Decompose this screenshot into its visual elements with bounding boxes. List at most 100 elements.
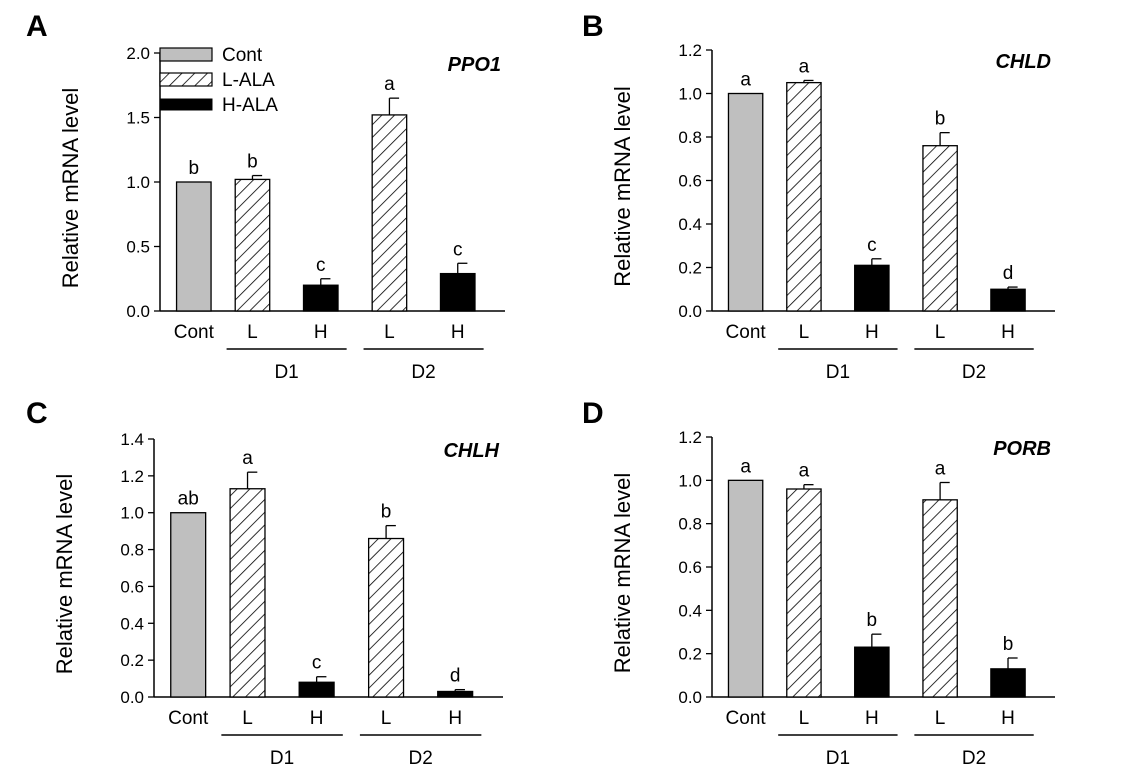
chart-title: CHLD bbox=[995, 51, 1051, 73]
group-label: D2 bbox=[408, 748, 432, 769]
legend-label: L-ALA bbox=[222, 70, 275, 91]
bar bbox=[786, 81, 822, 312]
legend: Cont L-ALA H-ALA bbox=[159, 45, 278, 116]
significance-letter: b bbox=[381, 502, 392, 523]
panel-letter: C bbox=[26, 397, 48, 430]
bar bbox=[371, 114, 408, 312]
x-tick-label: H bbox=[865, 322, 879, 343]
x-tick-label: L bbox=[247, 322, 258, 343]
x-tick-label: H bbox=[1001, 708, 1015, 729]
x-tick-label: L bbox=[935, 708, 946, 729]
y-tick-label: 1.0 bbox=[126, 173, 150, 192]
bar bbox=[298, 681, 335, 698]
chart-panel-d: D 0.0 0.2 0.4 0.6 0.8 1.0 1.2 Relative mRNA leve… bbox=[582, 397, 1055, 769]
x-tick-label: H bbox=[448, 708, 462, 729]
y-tick-label: 0.8 bbox=[678, 128, 702, 147]
bar bbox=[990, 668, 1026, 698]
y-axis-label: Relative mRNA level bbox=[610, 473, 635, 674]
x-tick-label: L bbox=[935, 322, 946, 343]
bar bbox=[922, 145, 958, 312]
y-tick-label: 1.4 bbox=[120, 430, 144, 449]
significance-letter: b bbox=[247, 152, 258, 173]
bar bbox=[786, 488, 822, 698]
group-label: D1 bbox=[270, 748, 294, 769]
x-tick-label: L bbox=[799, 708, 810, 729]
panel-letter: A bbox=[26, 10, 48, 43]
bar bbox=[175, 181, 212, 312]
significance-letter: ab bbox=[178, 489, 199, 510]
bar bbox=[727, 479, 764, 698]
significance-letter: d bbox=[1003, 263, 1014, 284]
x-tick-label: Cont bbox=[174, 322, 215, 343]
significance-letter: a bbox=[740, 70, 751, 91]
significance-letter: b bbox=[189, 158, 200, 179]
significance-letter: b bbox=[867, 610, 878, 631]
y-tick-label: 1.0 bbox=[678, 471, 702, 490]
y-tick-label: 0.6 bbox=[120, 577, 144, 596]
significance-letter: a bbox=[740, 456, 751, 477]
group-label: D2 bbox=[411, 362, 435, 383]
significance-letter: c bbox=[312, 653, 322, 674]
x-tick-label: L bbox=[242, 708, 253, 729]
bar bbox=[922, 499, 958, 698]
significance-letter: a bbox=[799, 56, 810, 77]
y-tick-label: 0.4 bbox=[678, 601, 702, 620]
x-tick-label: Cont bbox=[726, 322, 767, 343]
y-tick-label: 1.2 bbox=[678, 41, 702, 60]
group-label: D1 bbox=[826, 748, 850, 769]
significance-letter: b bbox=[935, 109, 946, 130]
y-tick-label: 1.0 bbox=[678, 85, 702, 104]
y-tick-label: 1.2 bbox=[678, 428, 702, 447]
bar bbox=[367, 537, 405, 698]
y-tick-label: 2.0 bbox=[126, 44, 150, 63]
y-tick-label: 0.2 bbox=[120, 651, 144, 670]
significance-letter: a bbox=[384, 74, 395, 95]
chart-title: PPO1 bbox=[448, 54, 501, 76]
bar bbox=[439, 272, 476, 312]
x-tick-label: H bbox=[314, 322, 328, 343]
significance-letter: a bbox=[242, 448, 253, 469]
chart-panel-b: B 0.0 0.2 0.4 0.6 0.8 1.0 1.2 Relative mRNA leve… bbox=[582, 10, 1055, 383]
x-tick-label: L bbox=[384, 322, 395, 343]
x-tick-label: L bbox=[381, 708, 392, 729]
legend-label: Cont bbox=[222, 45, 263, 66]
y-tick-label: 0.6 bbox=[678, 558, 702, 577]
bar bbox=[302, 284, 339, 312]
group-label: D2 bbox=[962, 748, 986, 769]
panel-letter: D bbox=[582, 397, 604, 430]
group-label: D2 bbox=[962, 362, 986, 383]
bar bbox=[854, 264, 890, 312]
y-tick-label: 0.5 bbox=[126, 238, 150, 257]
x-tick-label: H bbox=[865, 708, 879, 729]
bar bbox=[727, 92, 764, 312]
y-tick-label: 0.4 bbox=[678, 215, 702, 234]
significance-letter: a bbox=[935, 459, 946, 480]
x-tick-label: Cont bbox=[726, 708, 767, 729]
significance-letter: b bbox=[1003, 634, 1014, 655]
chart-panel-c: C 0.0 0.2 0.4 0.6 0.8 1.0 1.2 1.4 Relative mRNA l… bbox=[26, 397, 503, 769]
y-tick-label: 0.6 bbox=[678, 172, 702, 191]
x-tick-label: H bbox=[310, 708, 324, 729]
y-tick-label: 0.0 bbox=[678, 302, 702, 321]
significance-letter: c bbox=[316, 255, 326, 276]
legend-swatch-2 bbox=[159, 72, 213, 87]
legend-swatch-1 bbox=[159, 47, 213, 62]
legend-swatch-3 bbox=[159, 98, 213, 111]
panel-letter: B bbox=[582, 10, 604, 43]
y-tick-label: 1.2 bbox=[120, 467, 144, 486]
chart-panel-a: A 0.0 0.5 1.0 1.5 2.0 Relative mRNA level PPO1 b… bbox=[26, 10, 505, 383]
bar bbox=[234, 178, 271, 312]
y-tick-label: 1.0 bbox=[120, 504, 144, 523]
y-tick-label: 0.8 bbox=[678, 515, 702, 534]
group-label: D1 bbox=[826, 362, 850, 383]
y-tick-label: 0.8 bbox=[120, 541, 144, 560]
bar bbox=[990, 288, 1026, 312]
y-tick-label: 1.5 bbox=[126, 109, 150, 128]
chart-title: CHLH bbox=[443, 440, 499, 462]
significance-letter: c bbox=[867, 235, 877, 256]
x-tick-label: Cont bbox=[168, 708, 209, 729]
chart-title: PORB bbox=[993, 438, 1051, 460]
y-tick-label: 0.0 bbox=[678, 688, 702, 707]
x-tick-label: L bbox=[799, 322, 810, 343]
